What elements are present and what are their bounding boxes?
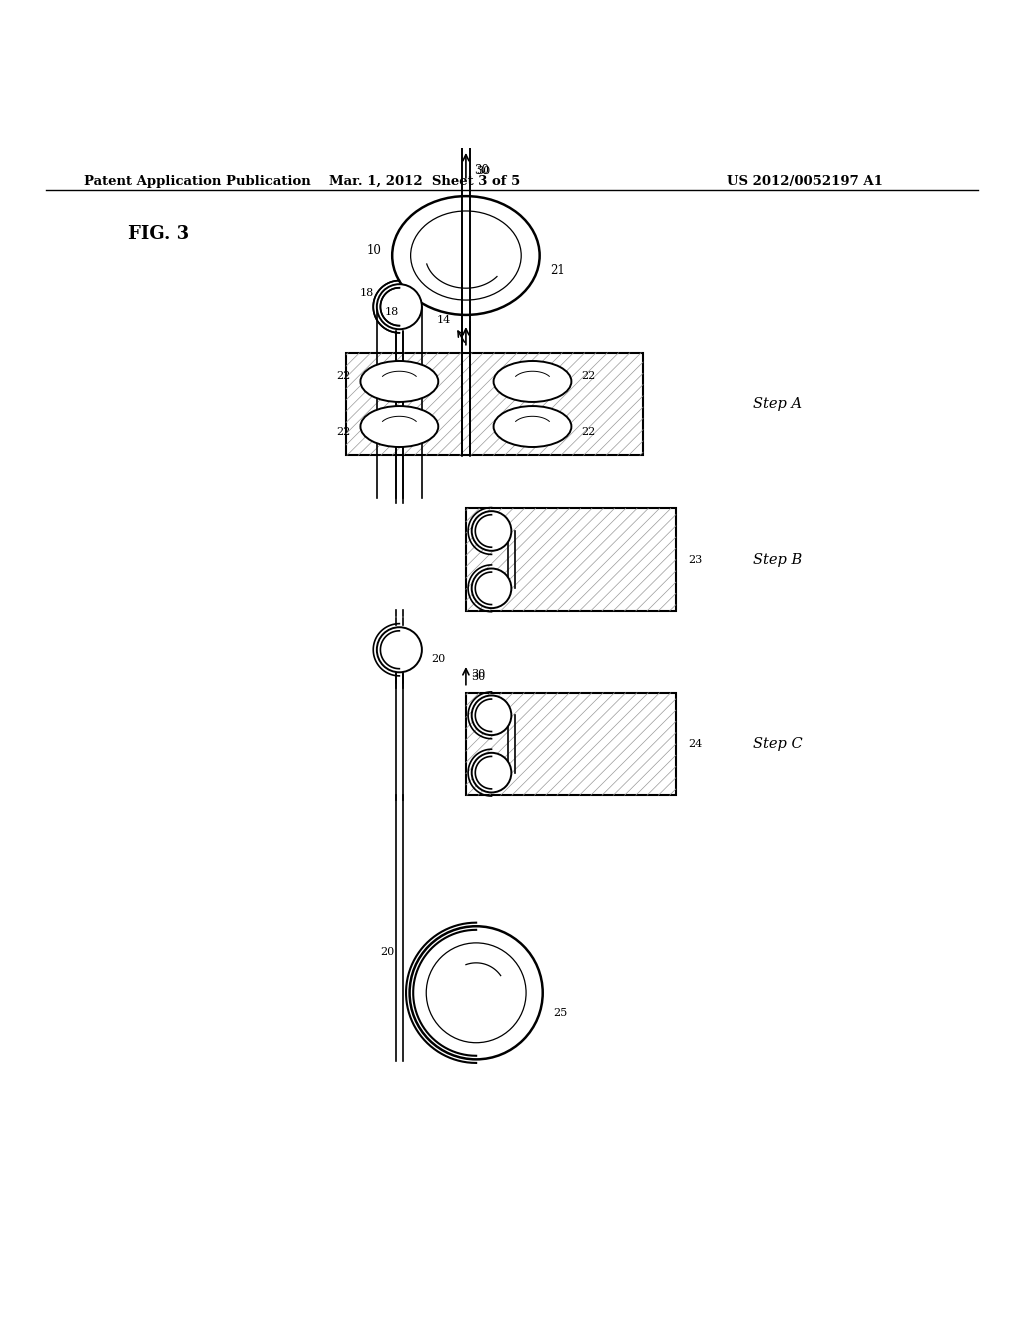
Circle shape [472,696,511,735]
Bar [466,693,676,795]
Circle shape [377,284,422,329]
Text: Patent Application Publication: Patent Application Publication [84,174,310,187]
Circle shape [377,627,422,672]
Text: Step A: Step A [753,397,802,411]
Text: 30: 30 [474,164,489,177]
Text: 10: 10 [367,244,382,257]
Text: 30: 30 [471,669,485,680]
Text: 24: 24 [688,739,702,748]
Text: Step B: Step B [753,553,802,566]
Text: 25: 25 [553,1008,567,1018]
Bar [466,508,676,611]
Ellipse shape [360,360,438,403]
Text: 14: 14 [436,315,451,325]
Circle shape [472,569,511,609]
Ellipse shape [494,407,571,447]
Bar [346,352,643,455]
Text: 18: 18 [385,306,399,317]
Text: 18: 18 [359,288,374,298]
Ellipse shape [494,360,571,403]
Ellipse shape [360,407,438,447]
Circle shape [410,927,543,1060]
Text: 22: 22 [336,426,350,437]
Text: 23: 23 [688,554,702,565]
Text: 20: 20 [380,946,394,957]
Text: Step C: Step C [753,737,803,751]
Text: 30: 30 [476,165,490,176]
Text: 30: 30 [471,672,485,682]
Text: US 2012/0052197 A1: US 2012/0052197 A1 [727,174,883,187]
Text: 22: 22 [582,371,596,381]
Circle shape [472,752,511,792]
Ellipse shape [392,197,540,315]
Text: 21: 21 [550,264,564,277]
Circle shape [472,511,511,550]
Text: 20: 20 [431,653,445,664]
Text: Mar. 1, 2012  Sheet 3 of 5: Mar. 1, 2012 Sheet 3 of 5 [330,174,520,187]
Text: 22: 22 [336,371,350,381]
Text: FIG. 3: FIG. 3 [128,224,189,243]
Text: 22: 22 [582,426,596,437]
